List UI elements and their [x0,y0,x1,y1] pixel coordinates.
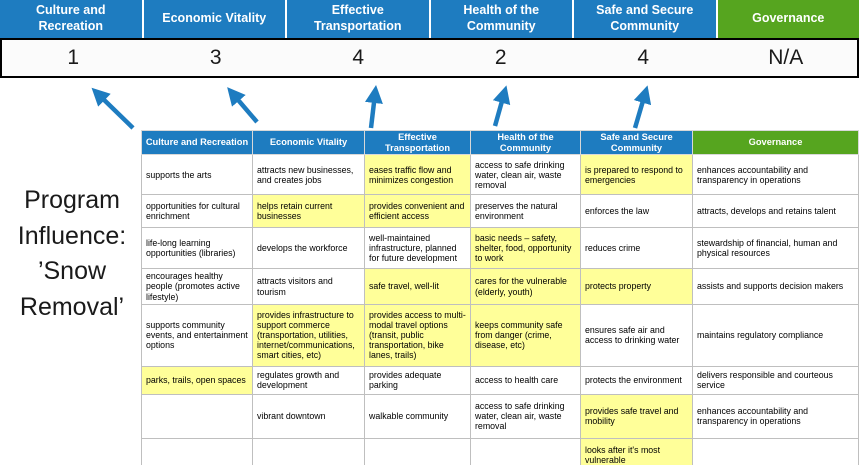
summary-header-health-of-the-community: Health of the Community [430,0,572,38]
up-arrow-icon [632,85,652,129]
matrix-cell [141,393,253,439]
matrix-cell-highlighted: looks after it's most vulnerable [580,437,693,465]
up-arrow-icon [91,87,135,130]
matrix-header-governance: Governance [692,129,859,156]
up-arrow-icon [492,85,511,127]
matrix-cell: well-maintained infrastructure, planned … [364,227,471,270]
matrix-row: encourages healthy people (promotes acti… [141,268,859,305]
matrix-row: opportunities for cultural enrichment hel… [141,194,859,229]
summary-header-row: Culture and Recreation Economic Vitality E… [0,0,859,38]
summary-header-economic-vitality: Economic Vitality [143,0,285,38]
matrix-cell: delivers responsible and courteous servi… [692,365,859,395]
matrix-cell: supports community events, and entertain… [141,303,253,367]
matrix-cell: life-long learning opportunities (librar… [141,227,253,270]
summary-score-row: 1 3 4 2 4 N/A [0,38,859,78]
matrix-cell: stewardship of financial, human and phys… [692,227,859,270]
matrix-cell-highlighted: provides access to multi-modal travel op… [364,303,471,367]
matrix-cell: reduces crime [580,227,693,270]
summary-score-economic-vitality: 3 [209,46,222,69]
matrix-cell [364,437,471,465]
matrix-cell-highlighted: cares for the vulnerable (elderly, youth… [470,268,581,305]
matrix-cell: access to health care [470,365,581,395]
matrix-cell: attracts new businesses, and creates job… [252,154,365,196]
arrows-layer [91,85,652,130]
matrix-cell: preserves the natural environment [470,194,581,229]
matrix-cell: opportunities for cultural enrichment [141,194,253,229]
matrix-cell: protects the environment [580,365,693,395]
matrix-cell-highlighted: keeps community safe from danger (crime,… [470,303,581,367]
summary-header-governance: Governance [717,0,859,38]
summary-score-governance: N/A [768,46,804,69]
up-arrow-icon [365,85,383,129]
matrix-row: supports the arts attracts new businesses… [141,154,859,196]
summary-score-effective-transportation: 4 [352,46,365,69]
matrix-header-effective-transportation: Effective Transportation [364,129,471,156]
matrix-cell-highlighted: safe travel, well-lit [364,268,471,305]
matrix-cell: walkable community [364,393,471,439]
matrix-cell [692,437,859,465]
matrix-cell-highlighted: provides convenient and efficient access [364,194,471,229]
matrix-cell-highlighted: protects property [580,268,693,305]
matrix-header-culture-and-recreation: Culture and Recreation [141,129,253,156]
matrix-cell-highlighted: eases traffic flow and minimizes congest… [364,154,471,196]
summary-header-effective-transportation: Effective Transportation [287,0,429,38]
matrix-cell: maintains regulatory compliance [692,303,859,367]
matrix-cell [141,437,253,465]
matrix-header-economic-vitality: Economic Vitality [252,129,365,156]
matrix-cell: supports the arts [141,154,253,196]
summary-score-safe-and-secure-community: 4 [637,46,650,69]
matrix-cell-highlighted: provides safe travel and mobility [580,393,693,439]
summary-score-culture-and-recreation: 1 [67,46,80,69]
matrix-cell: attracts visitors and tourism [252,268,365,305]
summary-header-culture-and-recreation: Culture and Recreation [0,0,142,38]
matrix-cell: enhances accountability and transparency… [692,154,859,196]
matrix-cell-highlighted: parks, trails, open spaces [141,365,253,395]
summary-header-safe-and-secure-community: Safe and Secure Community [574,0,716,38]
matrix-cell: ensures safe air and access to drinking … [580,303,693,367]
matrix-cell: develops the workforce [252,227,365,270]
matrix-cell [470,437,581,465]
matrix-row: supports community events, and entertain… [141,303,859,367]
matrix-cell: attracts, develops and retains talent [692,194,859,229]
matrix-header-row: Culture and Recreation Economic Vitality E… [141,129,859,156]
matrix-cell: access to safe drinking water, clean air… [470,393,581,439]
matrix-cell: provides adequate parking [364,365,471,395]
matrix-cell: assists and supports decision makers [692,268,859,305]
matrix-header-safe-and-secure-community: Safe and Secure Community [580,129,693,156]
matrix-cell-highlighted: helps retain current businesses [252,194,365,229]
matrix-cell: enhances accountability and transparency… [692,393,859,439]
program-title: Program Influence: ’Snow Removal’ [17,186,127,321]
summary-score-health-of-the-community: 2 [494,46,507,69]
matrix-cell-highlighted: provides infrastructure to support comme… [252,303,365,367]
matrix-cell [252,437,365,465]
matrix-cell: encourages healthy people (promotes acti… [141,268,253,305]
matrix-row: life-long learning opportunities (librar… [141,227,859,270]
influence-matrix: Culture and Recreation Economic Vitality E… [141,129,859,465]
matrix-cell: vibrant downtown [252,393,365,439]
matrix-cell-highlighted: is prepared to respond to emergencies [580,154,693,196]
matrix-row: parks, trails, open spaces regulates grow… [141,365,859,395]
up-arrow-icon [227,87,259,124]
matrix-header-health-of-the-community: Health of the Community [470,129,581,156]
matrix-cell-highlighted: basic needs – safety, shelter, food, opp… [470,227,581,270]
matrix-cell: regulates growth and development [252,365,365,395]
matrix-row: looks after it's most vulnerable [141,437,859,465]
matrix-cell: access to safe drinking water, clean air… [470,154,581,196]
matrix-row: vibrant downtown walkable community access… [141,393,859,439]
matrix-cell: enforces the law [580,194,693,229]
